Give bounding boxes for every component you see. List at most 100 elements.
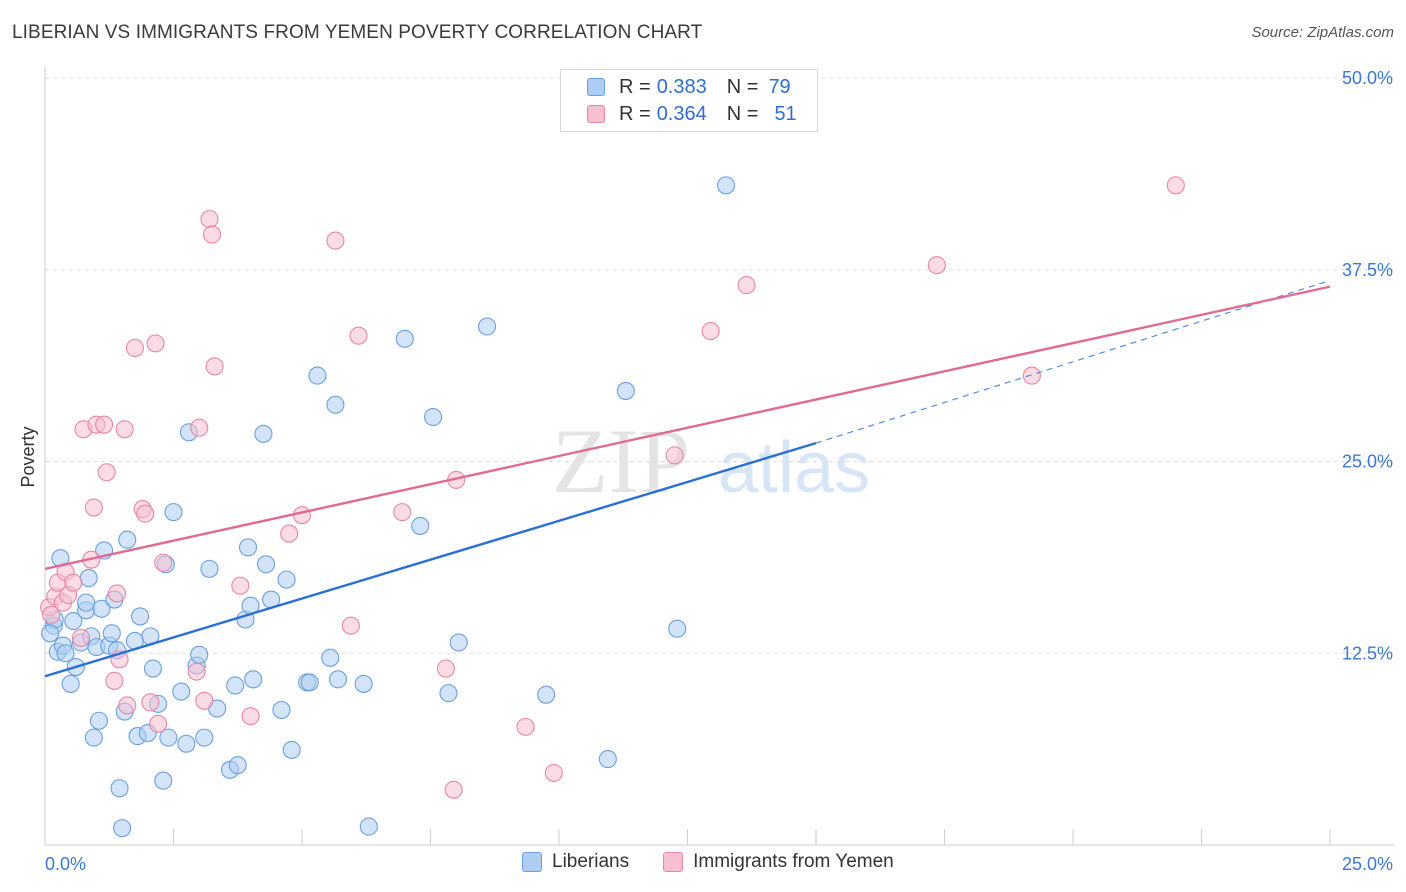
point-liberians	[228, 756, 247, 775]
point-yemen	[341, 616, 360, 635]
y-tick-label: 25.0%	[1342, 452, 1393, 472]
legend-swatch-pink	[663, 852, 684, 872]
point-yemen	[292, 506, 312, 525]
n-value: 51	[774, 102, 797, 125]
point-yemen	[105, 671, 124, 690]
point-yemen	[42, 605, 61, 624]
legend-swatch-blue	[522, 852, 542, 872]
n-value: 79	[768, 75, 791, 98]
legend-stats: R = 0.383 N = 79 R = 0.364 N = 51	[560, 69, 818, 132]
point-yemen	[665, 446, 684, 465]
point-yemen	[393, 503, 412, 522]
point-yemen	[154, 553, 173, 572]
point-yemen	[241, 707, 260, 726]
point-liberians	[359, 817, 378, 836]
point-yemen	[200, 210, 219, 229]
point-liberians	[395, 329, 414, 348]
point-yemen	[544, 763, 563, 782]
x-tick-label: 0.0%	[45, 854, 86, 874]
point-liberians	[256, 555, 276, 574]
point-liberians	[321, 648, 340, 667]
point-liberians	[308, 366, 327, 385]
legend-label: Liberians	[552, 851, 630, 872]
y-axis-label: Poverty	[18, 426, 38, 487]
point-yemen	[326, 231, 345, 250]
point-liberians	[449, 633, 468, 652]
y-tick-label: 12.5%	[1342, 643, 1393, 663]
point-yemen	[231, 576, 250, 595]
point-liberians	[598, 750, 617, 769]
n-label: N =	[726, 102, 759, 125]
trend-lines	[44, 279, 1331, 678]
point-yemen	[95, 415, 114, 434]
point-liberians	[64, 611, 83, 631]
point-liberians	[131, 607, 150, 626]
point-yemen	[203, 225, 222, 244]
trend-line-liberians	[44, 441, 817, 678]
point-liberians	[172, 682, 191, 701]
point-yemen	[125, 338, 144, 358]
point-yemen	[115, 420, 134, 439]
source-label: Source: ZipAtlas.com	[1251, 24, 1394, 41]
point-yemen	[71, 628, 91, 647]
grid-lines	[45, 77, 1395, 654]
point-liberians	[537, 685, 556, 704]
point-liberians	[326, 395, 345, 414]
point-yemen	[84, 498, 103, 517]
y-tick-label: 37.5%	[1342, 260, 1393, 280]
point-liberians	[56, 644, 75, 663]
point-liberians	[244, 670, 263, 689]
r-label: R =	[619, 75, 651, 98]
point-liberians	[411, 516, 430, 535]
legend-swatch-pink	[587, 105, 605, 123]
axes	[44, 66, 1395, 846]
point-liberians	[272, 700, 291, 720]
point-yemen	[737, 276, 756, 295]
x-tick-label: 25.0%	[1342, 854, 1393, 874]
point-liberians	[118, 530, 137, 549]
point-liberians	[282, 740, 301, 759]
legend-swatch-blue	[587, 78, 605, 96]
point-liberians	[92, 599, 111, 618]
point-yemen	[149, 714, 168, 733]
point-liberians	[89, 711, 109, 730]
point-yemen	[64, 573, 83, 592]
r-label: R =	[619, 102, 651, 125]
watermark-zip: ZIP	[552, 410, 690, 512]
trend-line-liberians-extension	[815, 279, 1331, 444]
point-liberians	[113, 819, 132, 838]
r-value: 0.364	[656, 102, 707, 125]
legend-stats-row-yemen: R = 0.364 N = 51	[587, 102, 797, 126]
point-yemen	[107, 584, 127, 603]
point-liberians	[41, 624, 60, 643]
point-yemen	[1022, 366, 1041, 385]
point-liberians	[79, 569, 98, 588]
point-liberians	[84, 728, 103, 747]
point-liberians	[616, 381, 635, 400]
chart-title: LIBERIAN VS IMMIGRANTS FROM YEMEN POVERT…	[12, 22, 703, 43]
point-liberians	[102, 624, 121, 643]
point-yemen	[195, 691, 214, 710]
point-liberians	[226, 676, 245, 695]
point-liberians	[424, 407, 443, 427]
watermark: ZIP atlas	[552, 410, 870, 512]
y-tick-label: 50.0%	[1342, 68, 1393, 88]
point-yemen	[280, 524, 299, 543]
point-yemen	[516, 717, 535, 736]
point-liberians	[159, 728, 178, 747]
point-liberians	[154, 771, 173, 790]
watermark-atlas: atlas	[718, 428, 870, 508]
point-liberians	[177, 734, 196, 753]
point-yemen	[927, 256, 946, 275]
legend-item-liberians: Liberians	[522, 851, 629, 873]
trend-line-yemen	[44, 285, 1331, 571]
point-liberians	[716, 176, 736, 195]
point-yemen	[444, 780, 463, 799]
point-yemen	[187, 662, 206, 681]
legend-series: Liberians Immigrants from Yemen	[522, 851, 928, 873]
point-yemen	[118, 696, 137, 715]
point-yemen	[146, 334, 165, 353]
legend-item-yemen: Immigrants from Yemen	[663, 851, 894, 873]
point-liberians	[277, 570, 296, 589]
